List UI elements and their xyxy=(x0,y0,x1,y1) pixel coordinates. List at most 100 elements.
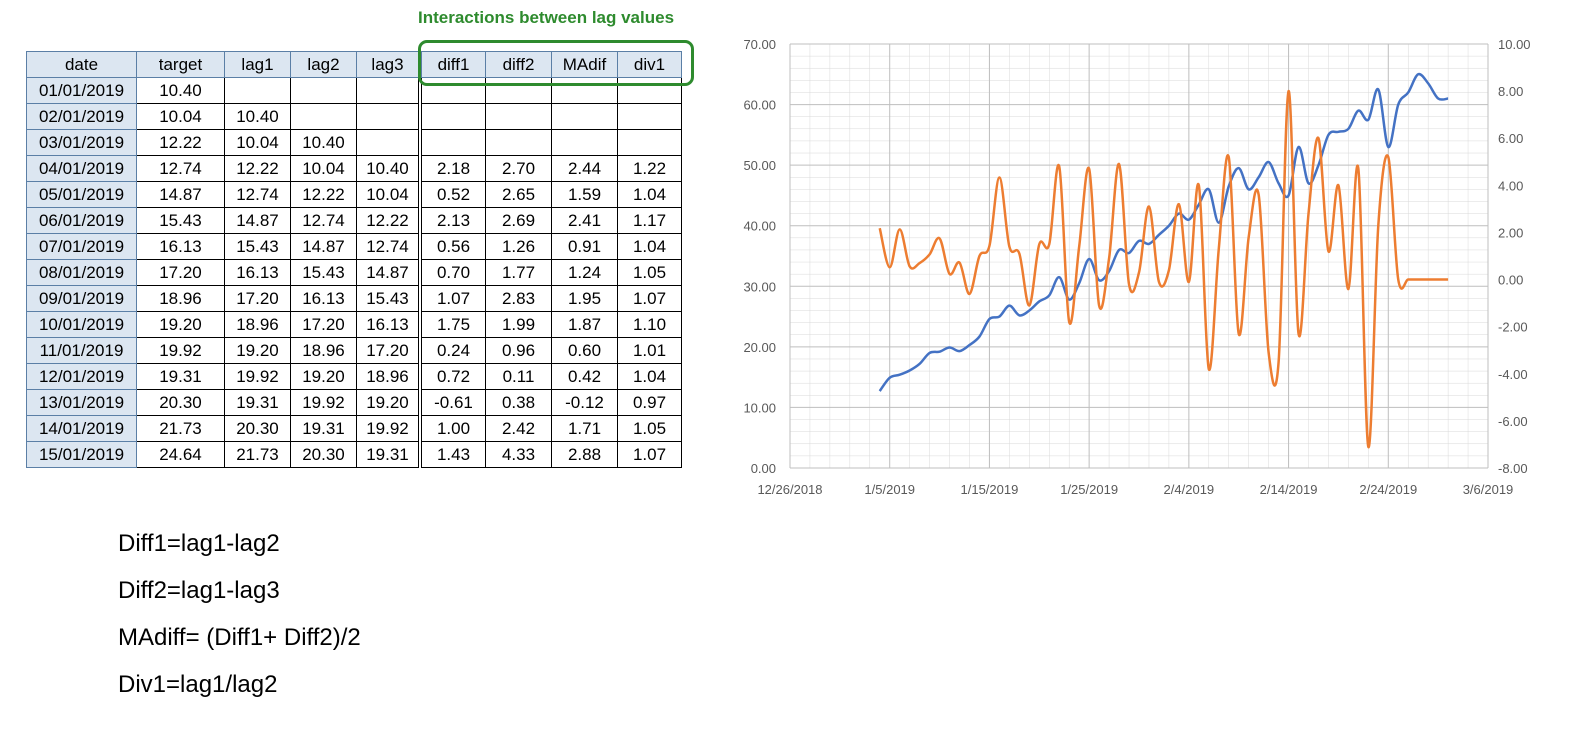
table-cell: 20.30 xyxy=(136,389,225,416)
table-cell: 10.04 xyxy=(136,103,225,130)
table-cell: 1.05 xyxy=(617,415,682,442)
table-cell: 12.74 xyxy=(136,155,225,182)
table-cell xyxy=(290,103,357,130)
chart-title: Interactions between lag values xyxy=(418,8,675,27)
date-cell: 04/01/2019 xyxy=(26,155,137,182)
table-cell: 4.33 xyxy=(485,441,552,468)
y-tick-label: 70.00 xyxy=(743,37,776,52)
table-cell: 12.22 xyxy=(290,181,357,208)
column-gap xyxy=(418,311,422,338)
table-cell: 14.87 xyxy=(224,207,291,234)
y-tick-label: 20.00 xyxy=(743,340,776,355)
table-row: 14/01/2019 21.73 20.30 19.31 19.92 1.00 2.42 1.… xyxy=(26,415,682,442)
date-cell: 07/01/2019 xyxy=(26,233,137,260)
column-gap xyxy=(418,363,422,390)
table-cell: 1.07 xyxy=(421,285,486,312)
table-cell: 19.31 xyxy=(356,441,419,468)
table-cell: 12.22 xyxy=(356,207,419,234)
table-cell: 2.88 xyxy=(551,441,618,468)
table-cell: 19.92 xyxy=(136,337,225,364)
table-cell: 1.95 xyxy=(551,285,618,312)
table-cell: 1.77 xyxy=(485,259,552,286)
y-tick-label: 50.00 xyxy=(743,158,776,173)
table-cell: 0.60 xyxy=(551,337,618,364)
lag-table: date target lag1 lag2 lag3 diff1 diff2 MAdif div… xyxy=(26,51,682,468)
table-cell xyxy=(485,77,552,104)
table-cell: 16.13 xyxy=(224,259,291,286)
table-cell: 17.20 xyxy=(224,285,291,312)
table-cell xyxy=(485,103,552,130)
date-cell: 01/01/2019 xyxy=(26,77,137,104)
table-cell: 20.30 xyxy=(290,441,357,468)
table-cell: 0.70 xyxy=(421,259,486,286)
y-tick-label: 30.00 xyxy=(743,279,776,294)
table-row: 03/01/2019 12.22 10.04 10.40 xyxy=(26,129,682,156)
header-lag3: lag3 xyxy=(356,51,419,78)
table-cell xyxy=(356,77,419,104)
column-gap xyxy=(418,285,422,312)
table-cell xyxy=(551,103,618,130)
table-cell: 15.43 xyxy=(224,233,291,260)
x-tick-label: 1/15/2019 xyxy=(961,482,1019,497)
header-div1: div1 xyxy=(617,51,682,78)
table-cell xyxy=(485,129,552,156)
table-row: 15/01/2019 24.64 21.73 20.30 19.31 1.43 4.33 2.… xyxy=(26,441,682,468)
table-row: 06/01/2019 15.43 14.87 12.74 12.22 2.13 2.69 2.… xyxy=(26,207,682,234)
header-madif: MAdif xyxy=(551,51,618,78)
table-cell xyxy=(421,129,486,156)
table-cell: 12.74 xyxy=(356,233,419,260)
table-cell: 1.04 xyxy=(617,181,682,208)
table-cell: 0.11 xyxy=(485,363,552,390)
table-cell: 2.41 xyxy=(551,207,618,234)
table-cell: 0.52 xyxy=(421,181,486,208)
table-cell xyxy=(617,129,682,156)
table-cell: 16.13 xyxy=(290,285,357,312)
table-cell: 19.31 xyxy=(136,363,225,390)
column-gap xyxy=(418,389,422,416)
table-cell: 10.40 xyxy=(224,103,291,130)
table-cell: 20.30 xyxy=(224,415,291,442)
table-cell: 0.91 xyxy=(551,233,618,260)
y2-tick-label: 4.00 xyxy=(1498,178,1523,193)
table-cell: 1.04 xyxy=(617,233,682,260)
column-gap xyxy=(418,259,422,286)
column-gap xyxy=(418,441,422,468)
y2-tick-label: -2.00 xyxy=(1498,320,1528,335)
table-row: 09/01/2019 18.96 17.20 16.13 15.43 1.07 2.83 1.… xyxy=(26,285,682,312)
table-header-row: date target lag1 lag2 lag3 diff1 diff2 MAdif div… xyxy=(26,51,682,78)
table-cell: 14.87 xyxy=(136,181,225,208)
header-diff2: diff2 xyxy=(485,51,552,78)
table-cell xyxy=(356,103,419,130)
table-cell: 10.40 xyxy=(290,129,357,156)
table-cell: 15.43 xyxy=(136,207,225,234)
table-cell: 2.18 xyxy=(421,155,486,182)
target-series-line xyxy=(878,72,1449,392)
y-tick-label: 10.00 xyxy=(743,400,776,415)
diff-series-line xyxy=(878,89,1449,449)
table-row: 10/01/2019 19.20 18.96 17.20 16.13 1.75 1.99 1.… xyxy=(26,311,682,338)
table-cell: 0.72 xyxy=(421,363,486,390)
table-cell: 1.07 xyxy=(617,285,682,312)
column-gap xyxy=(418,129,422,156)
table-cell: 12.74 xyxy=(224,181,291,208)
table-cell: 15.43 xyxy=(290,259,357,286)
x-tick-label: 2/14/2019 xyxy=(1260,482,1318,497)
y2-tick-label: 0.00 xyxy=(1498,273,1523,288)
table-cell: 19.20 xyxy=(224,337,291,364)
table-cell: 1.10 xyxy=(617,311,682,338)
table-cell: 16.13 xyxy=(356,311,419,338)
table-cell xyxy=(356,129,419,156)
table-cell: 1.04 xyxy=(617,363,682,390)
table-cell xyxy=(421,77,486,104)
table-cell: 12.22 xyxy=(136,129,225,156)
header-target: target xyxy=(136,51,225,78)
table-cell: 17.20 xyxy=(136,259,225,286)
table-cell: 19.20 xyxy=(290,363,357,390)
table-row: 13/01/2019 20.30 19.31 19.92 19.20 -0.61 0.38-… xyxy=(26,389,682,416)
formula-madiff: MAdiff= (Diff1+ Diff2)/2 xyxy=(118,624,361,651)
column-gap xyxy=(418,415,422,442)
table-cell: 17.20 xyxy=(356,337,419,364)
y2-tick-label: 2.00 xyxy=(1498,225,1523,240)
table-row: 12/01/2019 19.31 19.92 19.20 18.96 0.72 0.11 0.… xyxy=(26,363,682,390)
table-cell: 2.65 xyxy=(485,181,552,208)
